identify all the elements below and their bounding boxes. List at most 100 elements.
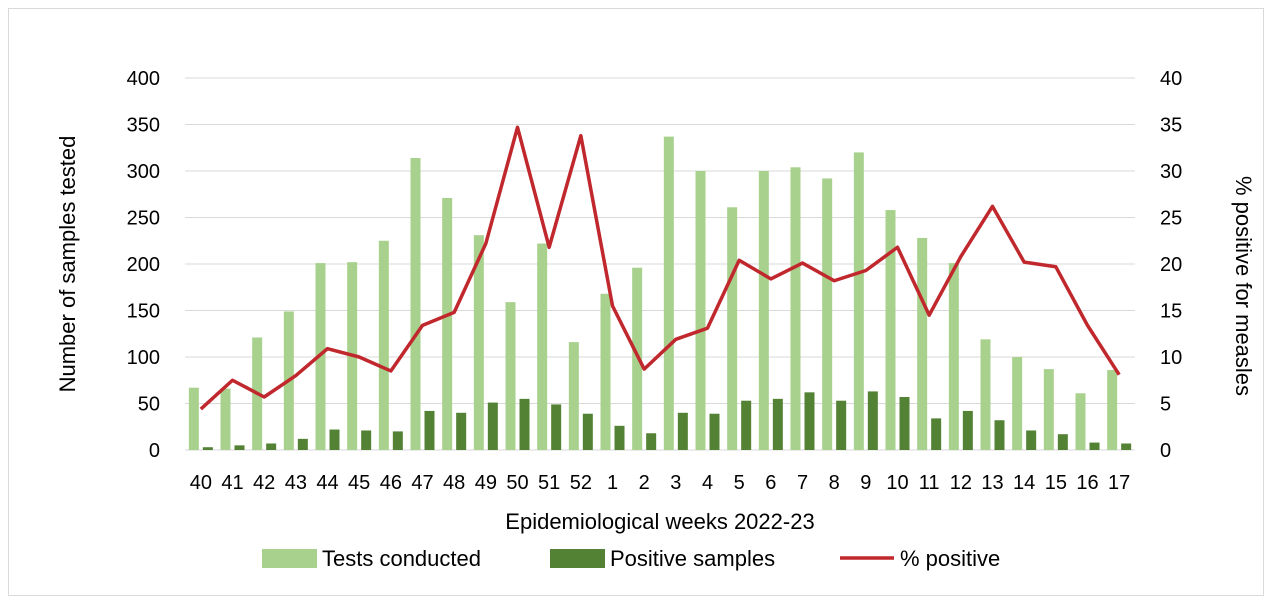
- x-axis-title: Epidemiological weeks 2022-23: [505, 509, 814, 534]
- y-tick-label: 100: [127, 347, 160, 369]
- y2-tick-label: 5: [1160, 394, 1171, 416]
- bar-positive-samples: [677, 412, 688, 450]
- bar-positive-samples: [931, 418, 942, 450]
- y2-axis-title: % positive for measles: [1231, 176, 1256, 396]
- legend-swatch-positive-samples: [550, 549, 605, 568]
- bar-tests-conducted: [948, 263, 959, 450]
- bar-tests-conducted: [853, 152, 864, 450]
- bar-positive-samples: [266, 443, 277, 450]
- bar-positive-samples: [234, 445, 245, 450]
- bar-tests-conducted: [600, 293, 611, 450]
- x-tick-label: 9: [860, 472, 871, 494]
- y-tick-label: 300: [127, 161, 160, 183]
- bar-positive-samples: [772, 398, 783, 450]
- bar-tests-conducted: [410, 157, 421, 451]
- x-tick-label: 1: [607, 472, 618, 494]
- x-tick-label: 47: [411, 472, 433, 494]
- bar-positive-samples: [519, 398, 530, 450]
- x-axis-tick-labels: 40 41 42 43 44 45 46 47 48 49 50 51 52 1 2 3 4 5 6 7 8 9 10 11 1…: [190, 472, 1131, 494]
- x-tick-label: 52: [570, 472, 592, 494]
- bar-tests-conducted: [505, 302, 516, 450]
- y-tick-label: 0: [149, 440, 160, 462]
- right-axis-tick-labels: 0 5 10 15 20 25 30 35 40: [1160, 68, 1182, 462]
- bar-positive-samples: [1026, 430, 1037, 450]
- bar-tests-conducted: [1012, 357, 1023, 450]
- tests-conducted-bars: [188, 136, 1118, 451]
- legend-swatch-tests-conducted: [262, 549, 317, 568]
- x-tick-label: 4: [702, 472, 713, 494]
- bar-positive-samples: [646, 433, 657, 450]
- x-tick-label: 11: [919, 472, 940, 494]
- x-tick-label: 6: [765, 472, 776, 494]
- y2-tick-label: 25: [1160, 208, 1182, 230]
- bar-tests-conducted: [885, 210, 896, 450]
- bar-positive-samples: [1121, 443, 1132, 450]
- bar-positive-samples: [836, 400, 847, 450]
- y2-tick-label: 40: [1160, 68, 1182, 90]
- bar-positive-samples: [741, 400, 752, 450]
- x-tick-label: 45: [348, 472, 370, 494]
- y-tick-label: 200: [127, 254, 160, 276]
- y2-tick-label: 35: [1160, 115, 1182, 137]
- bar-positive-samples: [1089, 442, 1100, 450]
- x-tick-label: 8: [829, 472, 840, 494]
- bar-positive-samples: [804, 392, 815, 450]
- bar-tests-conducted: [790, 167, 801, 450]
- bar-positive-samples: [487, 402, 498, 450]
- x-tick-label: 7: [797, 472, 808, 494]
- bar-tests-conducted: [663, 136, 674, 450]
- y-axis-title: Number of samples tested: [55, 136, 80, 393]
- bar-positive-samples: [551, 404, 562, 450]
- x-tick-label: 40: [190, 472, 212, 494]
- x-tick-label: 41: [221, 472, 243, 494]
- bar-positive-samples: [867, 391, 878, 450]
- y-tick-label: 400: [127, 68, 160, 90]
- bar-positive-samples: [424, 410, 435, 450]
- bar-positive-samples: [614, 425, 625, 450]
- x-tick-label: 13: [981, 472, 1003, 494]
- x-tick-label: 49: [475, 472, 497, 494]
- bar-tests-conducted: [980, 339, 991, 450]
- y2-tick-label: 15: [1160, 301, 1182, 323]
- bar-positive-samples: [1057, 434, 1068, 450]
- x-tick-label: 50: [506, 472, 528, 494]
- bar-tests-conducted: [695, 171, 706, 450]
- legend: Tests conducted Positive samples % posit…: [262, 546, 1000, 571]
- x-tick-label: 51: [538, 472, 560, 494]
- bar-tests-conducted: [473, 235, 484, 450]
- x-tick-label: 44: [316, 472, 338, 494]
- left-axis-tick-labels: 0 50 100 150 200 250 300 350 400: [127, 68, 160, 462]
- bar-positive-samples: [899, 396, 910, 450]
- bar-tests-conducted: [1075, 393, 1086, 450]
- y-tick-label: 250: [127, 208, 160, 230]
- legend-label-positive-samples: Positive samples: [610, 546, 775, 571]
- bar-positive-samples: [392, 431, 403, 450]
- bar-positive-samples: [297, 438, 308, 450]
- bar-positive-samples: [994, 420, 1005, 450]
- bar-tests-conducted: [568, 342, 579, 450]
- bar-positive-samples: [582, 413, 593, 450]
- x-tick-label: 17: [1108, 472, 1130, 494]
- x-tick-label: 14: [1013, 472, 1035, 494]
- y-tick-label: 150: [127, 301, 160, 323]
- legend-label-tests-conducted: Tests conducted: [322, 546, 481, 571]
- bar-tests-conducted: [378, 240, 389, 450]
- bar-tests-conducted: [188, 387, 199, 450]
- y2-tick-label: 30: [1160, 161, 1182, 183]
- bar-tests-conducted: [758, 171, 769, 450]
- x-tick-label: 15: [1045, 472, 1067, 494]
- y-tick-label: 350: [127, 115, 160, 137]
- x-tick-label: 42: [253, 472, 275, 494]
- x-tick-label: 12: [950, 472, 972, 494]
- percent-positive-line-group: [199, 125, 1121, 411]
- bar-positive-samples: [709, 413, 720, 450]
- bar-tests-conducted: [442, 197, 453, 450]
- x-tick-label: 16: [1076, 472, 1098, 494]
- bar-positive-samples: [962, 410, 973, 450]
- percent-positive-line: [199, 125, 1121, 411]
- bar-tests-conducted: [822, 178, 833, 450]
- x-tick-label: 43: [285, 472, 307, 494]
- y2-tick-label: 0: [1160, 440, 1171, 462]
- x-tick-label: 48: [443, 472, 465, 494]
